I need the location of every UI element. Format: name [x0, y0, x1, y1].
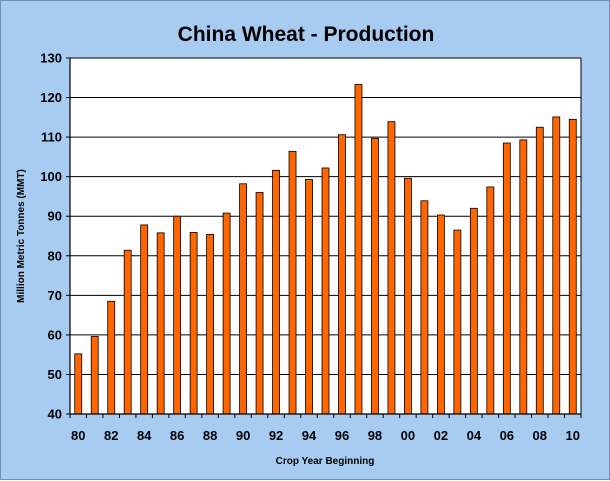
bar [173, 215, 182, 415]
bar [552, 116, 561, 415]
chart-title: China Wheat - Production [178, 23, 435, 46]
bar [404, 177, 412, 415]
x-tick-labels: 80 82 84 86 88 90 92 94 96 98 00 02 04 06 08 10 [71, 428, 580, 443]
y-tick-label: 50 [48, 367, 62, 382]
x-tick-label: 80 [71, 428, 85, 443]
x-tick-label: 10 [566, 428, 580, 443]
y-axis-title: Million Metric Tonnes (MMT) [16, 169, 27, 303]
bar [255, 192, 264, 415]
bar [420, 200, 429, 415]
bar [222, 212, 231, 415]
bar [206, 234, 215, 415]
y-tick-label: 90 [48, 209, 62, 224]
bar [469, 207, 478, 415]
bar [156, 232, 165, 415]
y-tick-label: 100 [40, 169, 62, 184]
y-tick-label: 60 [48, 327, 62, 342]
bar [107, 300, 116, 415]
bar [338, 134, 346, 415]
bar [568, 118, 577, 415]
bar [502, 142, 511, 415]
y-tick-label: 110 [41, 130, 62, 145]
bar [354, 84, 363, 415]
bar [535, 126, 544, 415]
bar [189, 232, 198, 415]
bar [519, 139, 528, 415]
bar [74, 353, 83, 415]
y-tick-label: 120 [40, 90, 62, 105]
x-tick-label: 86 [170, 428, 184, 443]
axes [66, 57, 582, 418]
bar [239, 183, 247, 415]
x-tick-label: 98 [368, 428, 382, 443]
bar [453, 229, 462, 415]
bar [288, 150, 297, 415]
bar [387, 121, 396, 415]
x-tick-label: 04 [467, 428, 482, 443]
bar [90, 336, 99, 415]
x-tick-label: 00 [401, 428, 415, 443]
x-tick-label: 92 [269, 428, 283, 443]
x-tick-label: 90 [236, 428, 250, 443]
y-tick-labels: 40 50 60 70 80 90 100 110 120 130 [40, 51, 62, 422]
bar [305, 179, 313, 415]
x-tick-label: 84 [137, 428, 152, 443]
x-tick-label: 94 [302, 428, 317, 443]
x-tick-label: 08 [533, 428, 547, 443]
x-tick-label: 82 [104, 428, 118, 443]
x-tick-label: 96 [335, 428, 349, 443]
bar [486, 186, 495, 415]
bar [272, 169, 280, 415]
y-tick-label: 70 [48, 288, 62, 303]
bar [371, 137, 379, 415]
x-tick-label: 02 [434, 428, 448, 443]
x-tick-label: 06 [500, 428, 514, 443]
x-tick-label: 88 [203, 428, 217, 443]
bar [436, 214, 445, 415]
y-tick-label: 130 [40, 51, 62, 66]
y-tick-label: 80 [48, 248, 62, 263]
bar [140, 224, 149, 415]
bar [123, 249, 132, 415]
x-axis-title: Crop Year Beginning [276, 456, 375, 467]
bar [321, 167, 330, 415]
y-tick-label: 40 [48, 407, 62, 422]
